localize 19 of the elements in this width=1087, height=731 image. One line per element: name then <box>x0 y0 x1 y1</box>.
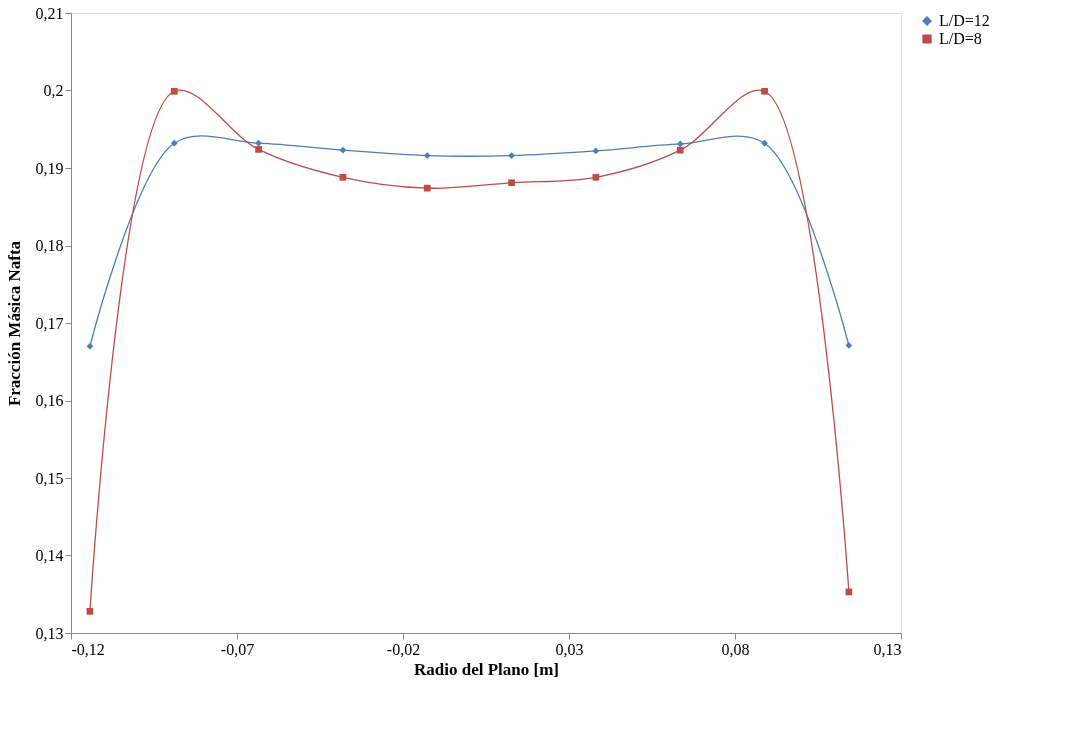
y-tick-label: 0,14 <box>35 547 64 564</box>
y-axis-title: Fracción Másica Nafta <box>4 240 24 407</box>
x-tick-label: 0,08 <box>721 640 750 658</box>
y-tick-label: 0,13 <box>35 624 64 642</box>
x-tick-label: -0,02 <box>386 640 421 658</box>
x-tick-label: 0,03 <box>555 640 584 658</box>
y-tick-label: 0,17 <box>35 314 64 332</box>
y-tick-label: 0,2 <box>43 82 64 99</box>
y-tick-label: 0,16 <box>35 392 64 409</box>
y-tick-label: 0,21 <box>35 4 64 22</box>
y-tick-label: 0,18 <box>35 237 64 254</box>
legend-label: L/D=12 <box>939 12 990 29</box>
x-axis-title: Radio del Plano [m] <box>414 659 559 679</box>
x-tick-label: -0,12 <box>71 640 105 658</box>
legend-label: L/D=8 <box>939 30 982 47</box>
y-tick-label: 0,19 <box>35 159 64 177</box>
x-tick-label: 0,13 <box>873 640 902 658</box>
x-tick-label: -0,07 <box>220 640 255 658</box>
y-tick-label: 0,15 <box>35 469 64 487</box>
